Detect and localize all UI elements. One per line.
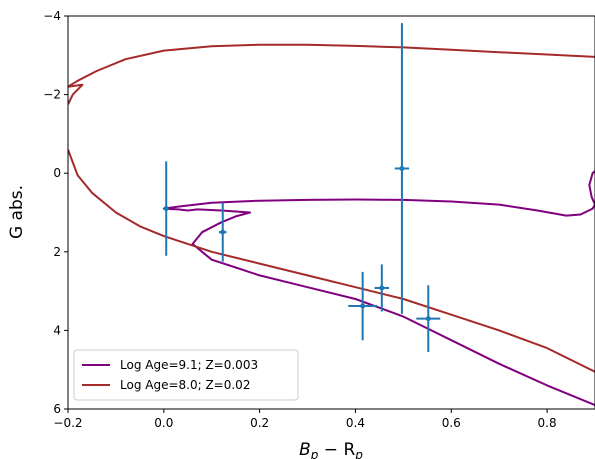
errorbar-point xyxy=(163,161,169,256)
data-point-marker xyxy=(425,316,431,322)
series-line-1 xyxy=(162,170,595,407)
data-point-marker xyxy=(379,285,385,291)
series-line-2 xyxy=(68,43,595,373)
errorbar-point xyxy=(374,264,389,312)
legend-label-2: Log Age=8.0; Z=0.02 xyxy=(120,378,250,392)
x-tick-label: 0.2 xyxy=(250,416,269,430)
y-tick-label: 6 xyxy=(53,402,61,416)
errorbar-point xyxy=(348,271,378,341)
plot-frame xyxy=(67,15,595,410)
y-tick-label: 0 xyxy=(53,166,61,180)
y-tick-label: −4 xyxy=(43,9,61,23)
errorbar-point xyxy=(218,202,227,262)
x-tick-label: 0.4 xyxy=(346,416,365,430)
ticks-layer: −0.2 0.0 0.2 0.4 0.6 0.8 −4 −2 0 2 4 6 xyxy=(43,9,556,430)
axes-layer xyxy=(67,15,595,410)
x-tick-label: 0.8 xyxy=(538,416,557,430)
legend: Log Age=9.1; Z=0.003 Log Age=8.0; Z=0.02 xyxy=(73,349,299,401)
legend-frame xyxy=(73,349,299,401)
legend-label-1: Log Age=9.1; Z=0.003 xyxy=(120,358,258,372)
x-tick-label: 0.6 xyxy=(442,416,461,430)
data-point-marker xyxy=(399,165,405,171)
data-point-marker xyxy=(360,303,366,309)
errorbar-point xyxy=(416,285,441,353)
y-tick-label: 2 xyxy=(53,245,61,259)
x-tick-label: 0.0 xyxy=(154,416,173,430)
x-axis-label: Bp − Rp xyxy=(299,440,363,459)
y-axis-label: G abs. xyxy=(7,185,27,239)
series-layer xyxy=(68,43,595,407)
y-tick-label: 4 xyxy=(53,323,61,337)
errorbar-point xyxy=(394,23,410,314)
data-point-marker xyxy=(163,206,169,212)
x-tick-label: −0.2 xyxy=(53,416,82,430)
data-point-marker xyxy=(220,229,226,235)
y-tick-label: −2 xyxy=(43,88,61,102)
errorbar-layer xyxy=(163,23,441,353)
